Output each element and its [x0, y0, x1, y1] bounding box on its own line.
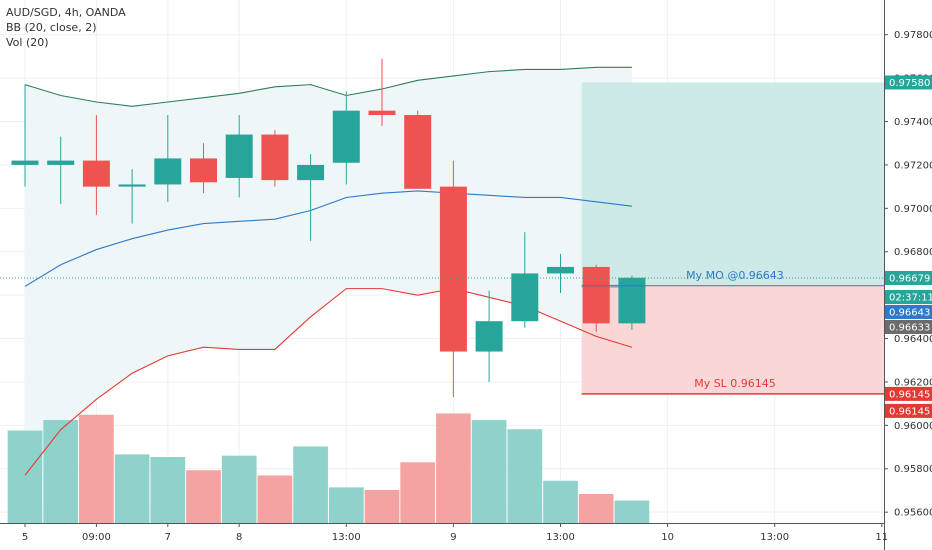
volume-bar: [293, 446, 328, 523]
last-price-tag-background: [885, 270, 932, 285]
candle-down: [439, 186, 467, 352]
time-tick-label: 09:00: [82, 532, 111, 543]
price-tick-label: 0.96200: [894, 377, 932, 388]
stop-price-tag-background: [885, 386, 932, 401]
time-tick-label: 10: [661, 532, 674, 543]
price-tick-label: 0.97800: [894, 30, 932, 41]
profit-zone[interactable]: [581, 82, 884, 286]
candle-up: [618, 277, 646, 324]
stop-price-tag-text: 0.96145: [889, 389, 930, 400]
bollinger-fill-area: [25, 67, 632, 476]
candle-up: [225, 134, 253, 178]
bollinger-upper-line: [24, 66, 632, 107]
price-tick-label: 0.96400: [894, 334, 932, 345]
volume-bar: [507, 429, 543, 523]
target-price-tag: 0.97580: [885, 75, 932, 90]
volume-bar: [114, 454, 150, 523]
candle-up: [118, 184, 146, 187]
volume-legend[interactable]: Vol (20): [6, 36, 49, 49]
candle-down: [82, 160, 110, 187]
volume-bar: [436, 413, 471, 523]
entry-price-tag-text: 0.96643: [889, 307, 930, 318]
candle-close-tag-text: 0.96633: [889, 322, 930, 333]
time-tick-label: 9: [450, 532, 456, 543]
stop-order-tag-background: [885, 403, 932, 418]
time-tick-label: 8: [236, 532, 242, 543]
candle-up: [154, 158, 182, 185]
bollinger-legend[interactable]: BB (20, close, 2): [6, 21, 97, 34]
time-axis[interactable]: 5 09:00 7 8 13:00 9 13:00 10 13:00 11: [0, 523, 888, 543]
bar-countdown-tag: 02:37:11: [885, 289, 932, 304]
time-tick-label: 7: [165, 532, 171, 543]
stop-order-tag-text: 0.96145: [889, 406, 930, 417]
candle-up: [47, 160, 75, 165]
price-tick-label: 0.97400: [894, 117, 932, 128]
bollinger-basis-line: [24, 190, 632, 287]
candle-up: [332, 110, 360, 163]
entry-price-tag: 0.96643: [885, 304, 932, 319]
volume-bar: [471, 420, 507, 523]
volume-bar: [79, 414, 114, 523]
price-tick-label: 0.95600: [894, 508, 932, 519]
bollinger-band-fill: [25, 67, 632, 476]
entry-price-tag-background: [885, 304, 932, 319]
candle-close-tag: 0.96633: [885, 319, 932, 334]
bar-countdown-tag-text: 02:37:11: [889, 292, 932, 303]
volume-bar: [328, 487, 364, 523]
stop-price-tag: 0.96145: [885, 386, 932, 401]
target-price-tag-background: [885, 75, 932, 90]
time-tick-label: 13:00: [332, 532, 361, 543]
volume-bar: [614, 500, 650, 523]
symbol-legend[interactable]: AUD/SGD, 4h, OANDA: [6, 6, 126, 19]
candle-up: [475, 321, 503, 352]
entry-label[interactable]: My MO @0.96643: [686, 269, 784, 282]
candle-down: [404, 115, 432, 189]
volume-bars: [7, 413, 650, 523]
volume-bar: [257, 475, 293, 523]
price-tick-label: 0.96800: [894, 247, 932, 258]
price-tags: 0.975800.9667902:37:110.966430.966330.96…: [885, 75, 932, 418]
time-tick-label: 13:00: [546, 532, 575, 543]
candle-down: [261, 134, 289, 181]
order-lines[interactable]: My MO @0.96643 My SL 0.96145: [0, 269, 884, 395]
volume-bar: [578, 493, 614, 523]
volume-bar: [150, 457, 186, 523]
time-tick-label: 11: [875, 532, 888, 543]
stop-loss-label[interactable]: My SL 0.96145: [694, 377, 776, 390]
bar-countdown-tag-background: [885, 289, 932, 304]
volume-bar: [7, 430, 43, 523]
volume-bar: [221, 455, 257, 523]
last-price-tag: 0.96679: [885, 270, 932, 285]
last-price-tag-text: 0.96679: [889, 273, 930, 284]
candle-down: [368, 110, 396, 116]
price-tick-label: 0.97200: [894, 160, 932, 171]
chart-legend: AUD/SGD, 4h, OANDA BB (20, close, 2) Vol…: [6, 5, 126, 50]
target-price-tag-text: 0.97580: [889, 78, 930, 89]
candle-down: [582, 266, 610, 324]
candle-close-tag-background: [885, 319, 932, 334]
volume-bar: [43, 420, 79, 523]
time-tick-label: 13:00: [760, 532, 789, 543]
position-tool[interactable]: [581, 82, 884, 394]
candle-up: [511, 273, 539, 322]
candle-down: [190, 158, 217, 183]
stop-order-tag: 0.96145: [885, 403, 932, 418]
candle-up: [297, 164, 325, 181]
volume-bar: [364, 490, 400, 523]
volume-bar: [543, 480, 578, 523]
candle-up: [11, 160, 39, 165]
price-tick-label: 0.96000: [894, 421, 932, 432]
price-tick-label: 0.97000: [894, 204, 932, 215]
volume-bar: [400, 462, 436, 523]
volume-bar: [186, 470, 221, 523]
time-tick-label: 5: [22, 532, 28, 543]
candle-up: [547, 266, 574, 274]
price-tick-label: 0.95800: [894, 464, 932, 475]
